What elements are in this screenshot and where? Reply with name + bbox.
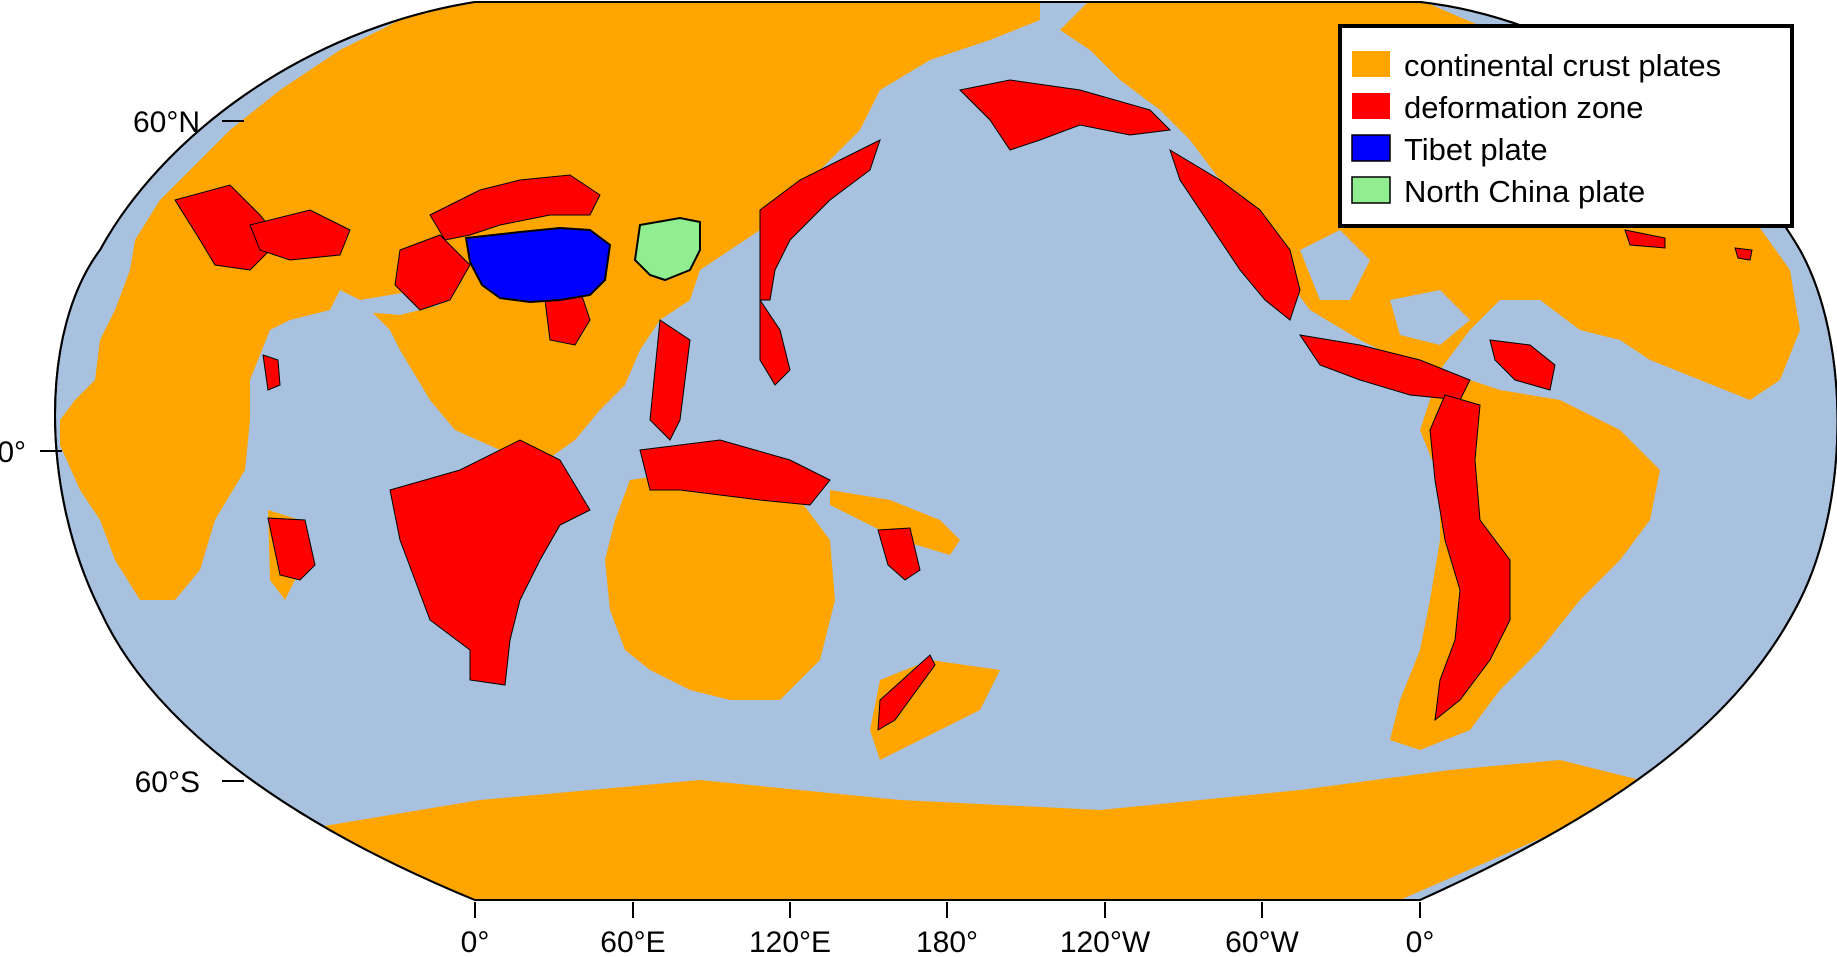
lat-label-60n: 60°N [133,106,200,139]
gulf-of-mexico [1390,290,1470,345]
deformation-zone-indian-ocean [389,439,591,686]
deformation-zone-alps [174,184,281,271]
legend-label-continental: continental crust plates [1404,48,1721,83]
legend: continental crust plates deformation zon… [1338,24,1794,228]
legend-label-tibet: Tibet plate [1404,132,1548,167]
new-guinea-strip [830,490,960,555]
legend-swatch-north-china [1351,176,1391,204]
legend-item-deformation: deformation zone [1352,90,1644,125]
deformation-zone-layer [174,79,1753,731]
lon-label-60e: 60°E [600,926,665,957]
lat-label-60s: 60°S [135,766,200,799]
lon-label-180: 180° [916,926,978,957]
southeast-asia [510,330,580,420]
latitude-axis [40,120,244,782]
lon-label-0-right: 0° [1406,926,1435,957]
legend-label-north-china: North China plate [1404,174,1645,209]
longitude-axis [474,902,1421,918]
deformation-zone-central-asia [429,174,601,241]
legend-swatch-deformation [1352,93,1390,119]
deformation-zone-caribbean [1489,339,1556,391]
lon-label-120e: 120°E [749,926,831,957]
hudson-bay [1300,230,1370,300]
north-china-plate [633,216,701,282]
deformation-zone-indonesia [639,439,831,506]
deformation-zone-atlantic-islands [1624,229,1666,249]
deformation-zone-east-africa [262,354,281,391]
deformation-zone-japan [759,298,791,386]
tibet-plate [464,226,612,304]
deformation-zone-madagascar [267,517,316,581]
deformation-zone-new-guinea [877,527,921,581]
deformation-zone-andes [1429,394,1511,722]
deformation-zone-kamchatka [759,139,881,301]
antarctica [300,760,1640,900]
deformation-zone-alaska [958,79,1172,151]
australia [605,470,835,700]
deformation-zone-iberia [1734,247,1753,261]
deformation-zone-new-zealand [877,654,936,731]
lat-label-0: 0° [0,436,26,469]
deformation-zone-philippines [649,319,691,441]
legend-swatch-tibet [1351,134,1391,162]
legend-swatch-continental [1352,51,1390,77]
deformation-zone-iran [249,209,351,261]
legend-item-north-china: North China plate [1351,174,1645,209]
legend-item-tibet: Tibet plate [1351,132,1548,167]
legend-label-deformation: deformation zone [1404,90,1644,125]
deformation-zone-western-north-america [1169,148,1301,321]
lon-label-60w: 60°W [1225,926,1299,957]
lon-label-120w: 120°W [1060,926,1151,957]
lon-label-0-left: 0° [461,926,490,957]
legend-item-continental: continental crust plates [1352,48,1721,83]
deformation-zone-afghanistan [394,234,471,311]
legend-box [1338,24,1794,228]
map-frame [54,1,1837,901]
arabia-india [380,285,480,415]
